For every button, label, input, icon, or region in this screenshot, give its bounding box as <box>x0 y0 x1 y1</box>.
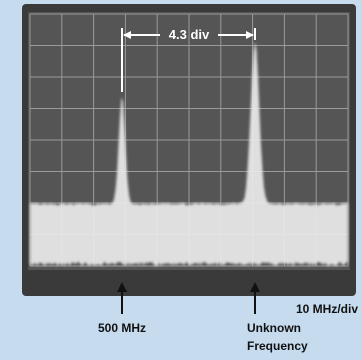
right-marker-head <box>250 282 260 292</box>
scale-label: 10 MHz/div <box>296 302 358 316</box>
span-arrow-right <box>246 31 254 39</box>
marker-arrows <box>117 282 260 314</box>
span-label: 4.3 div <box>169 27 210 42</box>
trace <box>30 42 348 266</box>
span-annotation <box>121 28 256 92</box>
right-marker-label: Frequency <box>247 339 308 353</box>
noise-trace <box>30 42 348 266</box>
right-marker-label: Unknown <box>247 321 301 335</box>
span-arrow-left <box>123 31 131 39</box>
left-marker-label: 500 MHz <box>98 321 146 335</box>
left-marker-head <box>117 282 127 292</box>
